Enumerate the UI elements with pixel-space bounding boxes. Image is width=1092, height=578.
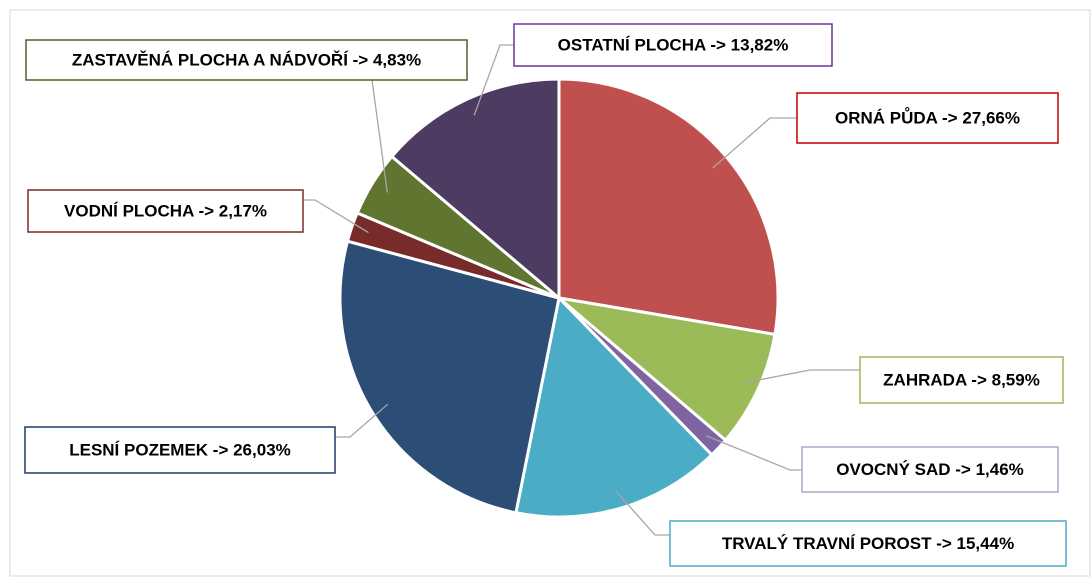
data-label: OSTATNÍ PLOCHA -> 13,82% (558, 35, 789, 54)
pie-slice (389, 77, 561, 302)
data-label: LESNÍ POZEMEK -> 26,03% (69, 440, 291, 459)
leader-line (705, 435, 802, 471)
pie-slice (514, 294, 714, 519)
data-label: ORNÁ PŮDA -> 27,66% (835, 107, 1020, 127)
pie-slice (338, 239, 561, 515)
label-box (27, 189, 304, 233)
leader-line (712, 117, 797, 169)
leader-line (741, 369, 860, 384)
label-box (796, 92, 1059, 144)
data-label: ZASTAVĚNÁ PLOCHA A NÁDVOŘÍ -> 4,83% (72, 50, 421, 69)
label-box (24, 426, 336, 474)
data-label: OVOCNÝ SAD -> 1,46% (836, 460, 1024, 479)
leader-line (303, 199, 369, 234)
leader-line (335, 403, 389, 438)
data-label: ZAHRADA -> 8,59% (883, 370, 1040, 389)
label-box (859, 356, 1064, 404)
leader-line (473, 44, 514, 116)
label-box (513, 23, 833, 67)
leader-line (615, 490, 670, 536)
label-box (25, 39, 468, 81)
leader-line (371, 79, 388, 193)
pie-slice (553, 295, 777, 443)
data-label: VODNÍ PLOCHA -> 2,17% (64, 201, 267, 220)
data-label: TRVALÝ TRAVNÍ POROST -> 15,44% (722, 534, 1014, 553)
label-box (801, 446, 1059, 493)
label-box (669, 520, 1067, 567)
